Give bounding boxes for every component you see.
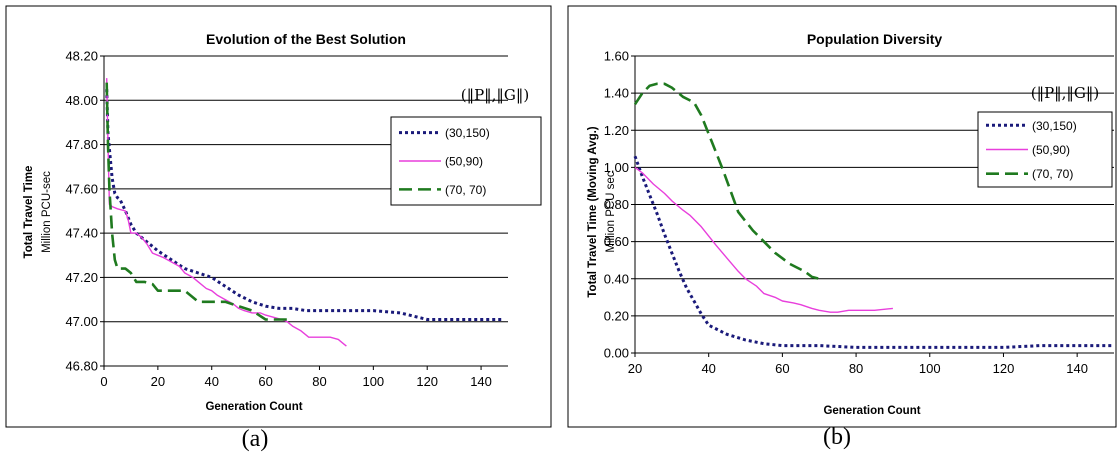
y-axis-sublabel: Million PCU-sec	[41, 171, 53, 253]
y-axis-label: Total Travel Time	[23, 166, 35, 259]
series-line	[634, 166, 893, 313]
caption-b: (b)	[823, 424, 851, 450]
y-tick-label: 1.60	[604, 49, 629, 64]
legend-label: (50,90)	[1032, 143, 1070, 157]
y-tick-label: 1.20	[604, 123, 629, 138]
legend-label: (30,150)	[1032, 119, 1077, 133]
y-tick-label: 48.20	[65, 49, 98, 64]
y-tick-label: 1.00	[604, 160, 629, 175]
series-line	[105, 82, 293, 321]
x-tick-label: 140	[1066, 361, 1088, 376]
y-tick-label: 46.80	[65, 359, 98, 374]
caption-a: (a)	[242, 426, 269, 452]
x-tick-label: 140	[470, 374, 492, 389]
x-tick-label: 40	[701, 361, 715, 376]
x-axis-label: Generation Count	[205, 401, 302, 413]
legend-label: (30,150)	[445, 126, 490, 140]
y-tick-label: 0.80	[604, 197, 629, 212]
x-tick-label: 60	[258, 374, 272, 389]
legend-label: (70, 70)	[1032, 167, 1073, 181]
x-tick-label: 60	[775, 361, 789, 376]
y-tick-label: 0.60	[604, 234, 629, 249]
y-tick-label: 47.60	[65, 181, 98, 196]
x-tick-label: 80	[312, 374, 326, 389]
x-tick-label: 40	[204, 374, 218, 389]
y-tick-label: 47.00	[65, 314, 98, 329]
y-tick-label: 0.00	[604, 346, 629, 361]
series-line	[633, 155, 1114, 349]
x-tick-label: 80	[849, 361, 863, 376]
y-tick-label: 1.40	[604, 86, 629, 101]
series-line	[106, 78, 347, 347]
x-axis-label: Generation Count	[823, 405, 920, 417]
legend-title: (‖P‖,‖G‖)	[461, 86, 530, 104]
x-tick-label: 100	[362, 374, 384, 389]
series-line	[105, 89, 503, 321]
legend-title: (‖P‖,‖G‖)	[1031, 84, 1100, 102]
chart-best-solution: Evolution of the Best Solution 46.80 47.00…	[5, 5, 552, 428]
x-tick-label: 20	[151, 374, 165, 389]
x-tick-label: 20	[628, 361, 642, 376]
x-tick-label: 0	[100, 374, 107, 389]
chart-frame	[567, 5, 1117, 428]
chart-population-diversity: Population Diversity 0.00 0.20 0.40 0.60 0.80…	[567, 5, 1117, 428]
x-tick-label: 120	[993, 361, 1015, 376]
y-axis-label: Total Travel Time (Moving Avg.)	[587, 126, 599, 297]
y-tick-label: 0.40	[604, 271, 629, 286]
chart-title: Population Diversity	[807, 31, 943, 47]
x-tick-label: 120	[416, 374, 438, 389]
chart-frame	[5, 5, 552, 428]
series-line	[633, 82, 820, 281]
legend-label: (50,90)	[445, 155, 483, 169]
y-tick-label: 47.80	[65, 137, 98, 152]
y-tick-label: 0.20	[604, 308, 629, 323]
y-axis-sublabel: Million PCU sec	[605, 171, 617, 252]
legend-label: (70, 70)	[445, 183, 486, 197]
x-tick-label: 100	[919, 361, 941, 376]
chart-title: Evolution of the Best Solution	[206, 31, 406, 47]
y-tick-label: 47.20	[65, 270, 98, 285]
y-tick-label: 48.00	[65, 93, 98, 108]
y-tick-label: 47.40	[65, 226, 98, 241]
